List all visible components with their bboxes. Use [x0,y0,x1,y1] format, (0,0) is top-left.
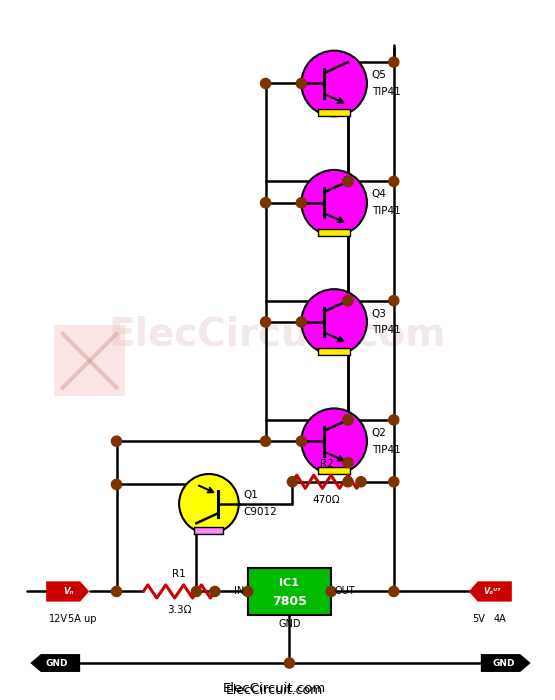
Text: 7805: 7805 [272,596,307,608]
Text: TIP41: TIP41 [372,444,401,454]
Text: OUT: OUT [335,587,355,596]
Text: Q5: Q5 [372,70,387,80]
Circle shape [343,477,353,486]
Text: Q3: Q3 [372,309,387,318]
Text: Q4: Q4 [372,190,387,200]
Text: 3.3Ω: 3.3Ω [167,605,191,615]
Circle shape [356,477,366,486]
Polygon shape [469,581,512,601]
Circle shape [287,477,297,486]
Circle shape [343,458,353,468]
Text: IN: IN [234,587,244,596]
FancyBboxPatch shape [54,325,125,396]
Circle shape [343,415,353,425]
Circle shape [296,317,306,327]
Circle shape [243,587,253,596]
Text: 470Ω: 470Ω [313,495,341,505]
Circle shape [112,436,122,447]
Circle shape [388,176,399,186]
Circle shape [388,477,399,486]
Circle shape [301,289,367,355]
Circle shape [343,176,353,186]
Circle shape [326,587,336,596]
Circle shape [343,295,353,306]
Text: Vₒᵁᵀ: Vₒᵁᵀ [483,587,501,596]
Text: 5V: 5V [472,614,485,624]
Text: R1: R1 [172,569,186,579]
Text: TIP41: TIP41 [372,87,401,97]
Text: IC1: IC1 [280,578,299,588]
Text: 5A up: 5A up [68,614,96,624]
Circle shape [284,658,295,668]
Circle shape [260,436,271,447]
Text: TIP41: TIP41 [372,206,401,216]
Polygon shape [481,654,531,672]
Text: Vₙ: Vₙ [64,587,74,596]
Circle shape [260,78,271,88]
Circle shape [191,587,201,596]
Circle shape [301,50,367,116]
Circle shape [296,436,306,447]
Text: C9012: C9012 [244,508,278,517]
Text: Q2: Q2 [372,428,387,438]
Text: ElecCircuit.com: ElecCircuit.com [226,684,323,697]
Circle shape [343,295,353,306]
Text: ElecCircuit.com: ElecCircuit.com [109,316,446,354]
Text: GND: GND [278,619,301,629]
Text: ElecCircuit.com: ElecCircuit.com [223,682,326,695]
Circle shape [388,415,399,425]
Text: 4A: 4A [493,614,506,624]
Circle shape [388,295,399,306]
Circle shape [388,587,399,596]
Text: GND: GND [493,659,516,668]
Polygon shape [46,581,89,601]
Circle shape [301,170,367,235]
Text: GND: GND [46,659,68,668]
Circle shape [301,408,367,474]
Circle shape [296,197,306,208]
Text: R2: R2 [320,459,334,469]
Text: TIP41: TIP41 [372,326,401,335]
Circle shape [260,317,271,327]
Circle shape [343,415,353,425]
Polygon shape [31,654,80,672]
Text: 12V: 12V [49,614,68,624]
Circle shape [112,587,122,596]
Circle shape [296,78,306,88]
Circle shape [179,474,239,533]
Circle shape [343,176,353,186]
Circle shape [388,57,399,67]
Circle shape [260,197,271,208]
Text: Q1: Q1 [244,491,259,500]
Circle shape [210,587,220,596]
FancyBboxPatch shape [248,568,331,615]
Circle shape [112,480,122,489]
